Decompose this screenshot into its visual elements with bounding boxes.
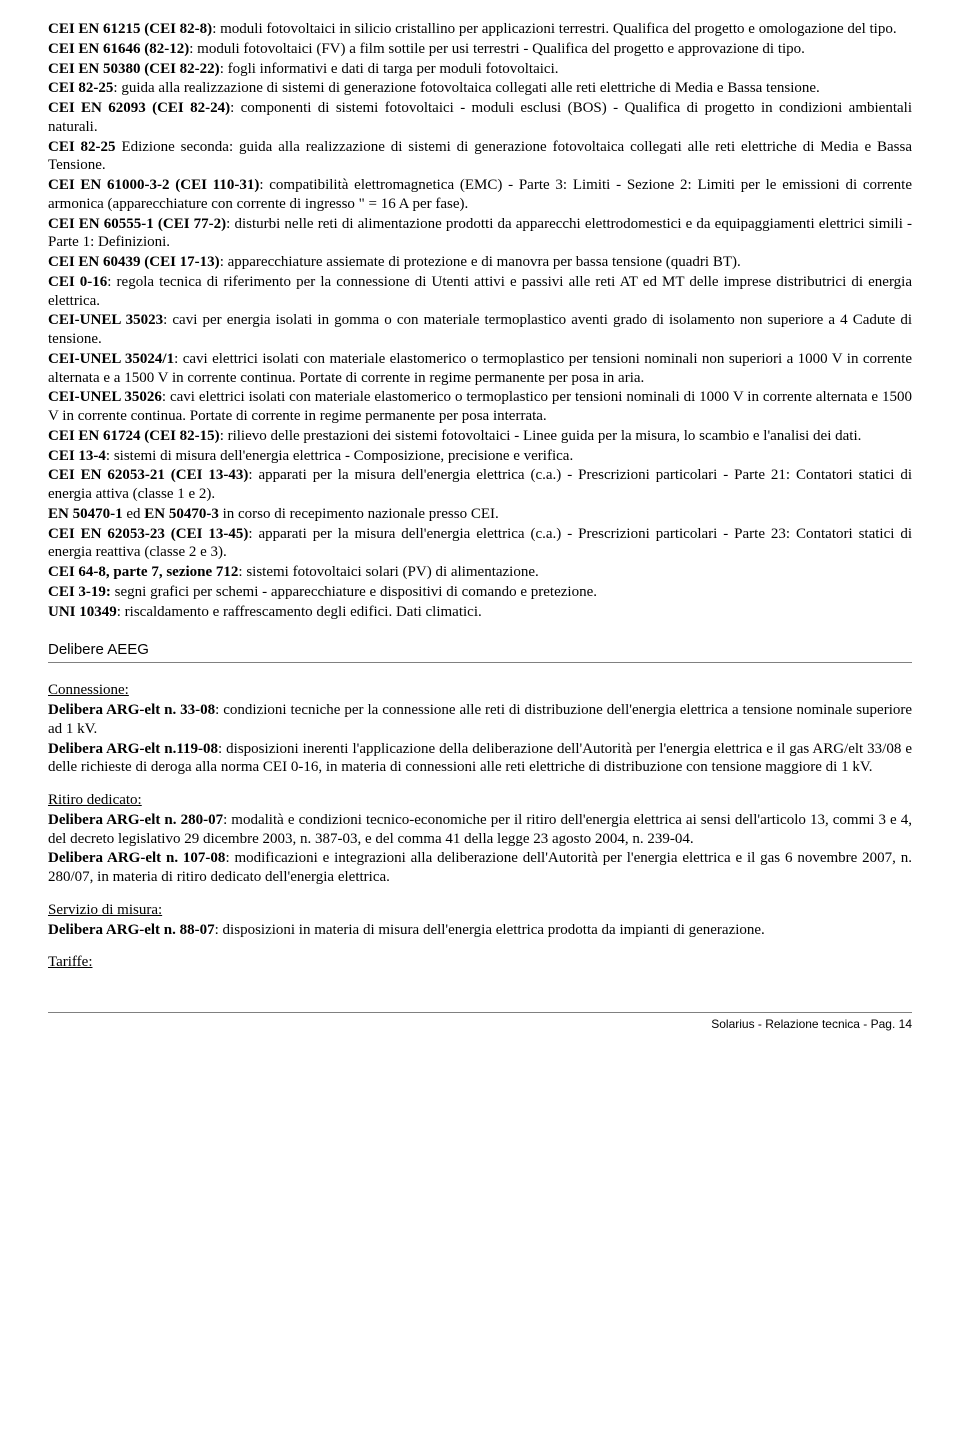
- norm-text: : fogli informativi e dati di targa per …: [220, 61, 559, 77]
- delibera-line: Delibera ARG-elt n. 107-08: modificazion…: [48, 849, 912, 887]
- norm-line: CEI EN 61000-3-2 (CEI 110-31): compatibi…: [48, 176, 912, 214]
- norm-line: CEI-UNEL 35023: cavi per energia isolati…: [48, 311, 912, 349]
- norm-code: CEI 0-16: [48, 274, 107, 290]
- norm-code: CEI EN 50380 (CEI 82-22): [48, 61, 220, 77]
- norm-code: CEI EN 62093 (CEI 82-24): [48, 100, 230, 116]
- group-servizio: Servizio di misura: Delibera ARG-elt n. …: [48, 901, 912, 940]
- norm-text: : rilievo delle prestazioni dei sistemi …: [220, 428, 862, 444]
- norm-code: CEI 3-19:: [48, 584, 111, 600]
- delibera-line: Delibera ARG-elt n. 33-08: condizioni te…: [48, 701, 912, 739]
- footer-separator: [48, 1012, 912, 1013]
- page-footer: Solarius - Relazione tecnica - Pag. 14: [48, 1017, 912, 1031]
- norm-line: UNI 10349: riscaldamento e raffrescament…: [48, 603, 912, 622]
- norm-text: : guida alla realizzazione di sistemi di…: [113, 80, 819, 96]
- norm-text: : sistemi di misura dell'energia elettri…: [106, 448, 573, 464]
- norm-text: : sistemi fotovoltaici solari (PV) di al…: [238, 564, 538, 580]
- group-title: Servizio di misura:: [48, 902, 162, 918]
- norm-line: CEI 13-4: sistemi di misura dell'energia…: [48, 447, 912, 466]
- delibera-code: Delibera ARG-elt n. 33-08: [48, 702, 215, 718]
- norm-text: : cavi per energia isolati in gomma o co…: [48, 312, 912, 347]
- norm-line: CEI EN 61724 (CEI 82-15): rilievo delle …: [48, 427, 912, 446]
- norm-text: : apparecchiature assiemate di protezion…: [220, 254, 741, 270]
- norm-text: : regola tecnica di riferimento per la c…: [48, 274, 912, 309]
- group-title: Connessione:: [48, 682, 129, 698]
- delibera-code: Delibera ARG-elt n.119-08: [48, 741, 218, 757]
- section-underline: [48, 662, 912, 663]
- norm-code: CEI 82-25: [48, 80, 113, 96]
- norm-line: CEI EN 60439 (CEI 17-13): apparecchiatur…: [48, 253, 912, 272]
- norm-line: CEI EN 61646 (82-12): moduli fotovoltaic…: [48, 40, 912, 59]
- norm-code: EN 50470-3: [144, 506, 219, 522]
- norm-line: CEI 3-19: segni grafici per schemi - app…: [48, 583, 912, 602]
- norm-code: CEI 13-4: [48, 448, 106, 464]
- group-tariffe: Tariffe:: [48, 953, 912, 972]
- norm-line: CEI-UNEL 35024/1: cavi elettrici isolati…: [48, 350, 912, 388]
- norm-line: CEI EN 50380 (CEI 82-22): fogli informat…: [48, 60, 912, 79]
- norm-line: CEI EN 62053-21 (CEI 13-43): apparati pe…: [48, 466, 912, 504]
- norm-code: UNI 10349: [48, 604, 117, 620]
- norm-line: CEI EN 61215 (CEI 82-8): moduli fotovolt…: [48, 20, 912, 39]
- delibera-code: Delibera ARG-elt n. 107-08: [48, 850, 225, 866]
- delibera-text: : disposizioni in materia di misura dell…: [215, 922, 765, 938]
- norm-text: : riscaldamento e raffrescamento degli e…: [117, 604, 482, 620]
- norm-line: CEI 64-8, parte 7, sezione 712: sistemi …: [48, 563, 912, 582]
- norm-line: CEI 82-25 Edizione seconda: guida alla r…: [48, 138, 912, 176]
- norm-text: : cavi elettrici isolati con materiale e…: [48, 389, 912, 424]
- group-ritiro: Ritiro dedicato: Delibera ARG-elt n. 280…: [48, 791, 912, 887]
- norm-code: CEI 64-8, parte 7, sezione 712: [48, 564, 238, 580]
- delibera-code: Delibera ARG-elt n. 280-07: [48, 812, 223, 828]
- norm-text: segni grafici per schemi - apparecchiatu…: [111, 584, 597, 600]
- norm-code: CEI EN 61646 (82-12): [48, 41, 189, 57]
- norm-code: CEI EN 60439 (CEI 17-13): [48, 254, 220, 270]
- section-heading: Delibere AEEG: [48, 641, 912, 658]
- group-title: Tariffe:: [48, 954, 92, 970]
- group-connessione: Connessione: Delibera ARG-elt n. 33-08: …: [48, 681, 912, 777]
- norm-line: CEI 82-25: guida alla realizzazione di s…: [48, 79, 912, 98]
- norm-code: CEI-UNEL 35024/1: [48, 351, 174, 367]
- norm-code: CEI 82-25: [48, 139, 116, 155]
- delibere-block: Connessione: Delibera ARG-elt n. 33-08: …: [48, 681, 912, 972]
- norm-code: CEI EN 60555-1 (CEI 77-2): [48, 216, 226, 232]
- norms-block: CEI EN 61215 (CEI 82-8): moduli fotovolt…: [48, 20, 912, 621]
- norm-text: Edizione seconda: guida alla realizzazio…: [48, 139, 912, 174]
- norm-code: CEI EN 62053-23 (CEI 13-45): [48, 526, 248, 542]
- delibera-line: Delibera ARG-elt n. 280-07: modalità e c…: [48, 811, 912, 849]
- norm-text: ed: [123, 506, 145, 522]
- norm-code: EN 50470-1: [48, 506, 123, 522]
- norm-code: CEI EN 62053-21 (CEI 13-43): [48, 467, 248, 483]
- norm-line: CEI EN 62093 (CEI 82-24): componenti di …: [48, 99, 912, 137]
- norm-code: CEI EN 61000-3-2 (CEI 110-31): [48, 177, 259, 193]
- delibera-line: Delibera ARG-elt n.119-08: disposizioni …: [48, 740, 912, 778]
- group-title: Ritiro dedicato:: [48, 792, 142, 808]
- norm-line: CEI EN 62053-23 (CEI 13-45): apparati pe…: [48, 525, 912, 563]
- norm-code: CEI EN 61724 (CEI 82-15): [48, 428, 220, 444]
- norm-line: CEI-UNEL 35026: cavi elettrici isolati c…: [48, 388, 912, 426]
- norm-text: : moduli fotovoltaici in silicio cristal…: [212, 21, 896, 37]
- delibera-code: Delibera ARG-elt n. 88-07: [48, 922, 215, 938]
- norm-text: : moduli fotovoltaici (FV) a film sottil…: [189, 41, 805, 57]
- norm-code: CEI-UNEL 35026: [48, 389, 162, 405]
- norm-line: CEI EN 60555-1 (CEI 77-2): disturbi nell…: [48, 215, 912, 253]
- norm-code: CEI-UNEL 35023: [48, 312, 163, 328]
- norm-line: EN 50470-1 ed EN 50470-3 in corso di rec…: [48, 505, 912, 524]
- norm-text: : cavi elettrici isolati con materiale e…: [48, 351, 912, 386]
- page: CEI EN 61215 (CEI 82-8): moduli fotovolt…: [0, 0, 960, 1051]
- delibera-line: Delibera ARG-elt n. 88-07: disposizioni …: [48, 921, 912, 940]
- norm-code: CEI EN 61215 (CEI 82-8): [48, 21, 212, 37]
- norm-line: CEI 0-16: regola tecnica di riferimento …: [48, 273, 912, 311]
- norm-text: in corso di recepimento nazionale presso…: [219, 506, 499, 522]
